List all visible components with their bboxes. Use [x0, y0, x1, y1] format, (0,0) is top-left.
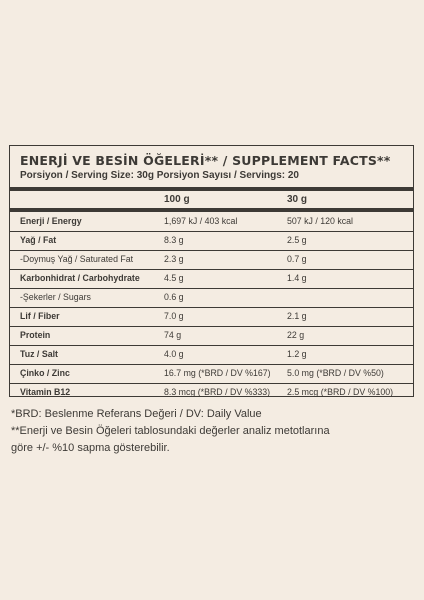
thick-divider-top: [10, 187, 413, 191]
value-per-100g: 1,697 kJ / 403 kcal: [164, 216, 238, 226]
value-per-100g: 8.3 g: [164, 235, 184, 245]
nutrient-row: Çinko / Zinc 16.7 mg (*BRD / DV %167) 5.0 …: [10, 364, 413, 384]
nutrient-row: Enerji / Energy 1,697 kJ / 403 kcal 507 kJ…: [10, 212, 413, 232]
nutrient-name: Tuz / Salt: [20, 349, 58, 359]
value-per-100g: 0.6 g: [164, 292, 184, 302]
footnote-tolerance-line2: göre +/- %10 sapma gösterebilir.: [11, 442, 170, 454]
footnote-brd: *BRD: Beslenme Referans Değeri / DV: Dai…: [11, 408, 262, 420]
column-header-100g: 100 g: [164, 194, 190, 205]
value-per-100g: 8.3 mcg (*BRD / DV %333): [164, 387, 271, 397]
column-header-30g: 30 g: [287, 194, 308, 205]
value-per-100g: 16.7 mg (*BRD / DV %167): [164, 368, 271, 378]
value-per-30g: 2.5 mcg (*BRD / DV %100): [287, 387, 394, 397]
nutrient-name: Enerji / Energy: [20, 216, 82, 226]
value-per-30g: 1.4 g: [287, 273, 307, 283]
nutrient-row: Yağ / Fat 8.3 g 2.5 g: [10, 231, 413, 251]
nutrient-row: Tuz / Salt 4.0 g 1.2 g: [10, 345, 413, 365]
value-per-30g: 22 g: [287, 330, 305, 340]
nutrient-name: Lif / Fiber: [20, 311, 60, 321]
nutrient-row: -Şekerler / Sugars 0.6 g: [10, 288, 413, 308]
value-per-30g: 2.5 g: [287, 235, 307, 245]
label-title: ENERJİ VE BESİN ÖĞELERİ** / SUPPLEMENT F…: [20, 153, 391, 168]
nutrient-name: Protein: [20, 330, 51, 340]
footnotes: *BRD: Beslenme Referans Değeri / DV: Dai…: [11, 406, 416, 457]
nutrient-row: Protein 74 g 22 g: [10, 326, 413, 346]
footnote-tolerance-line1: **Enerji ve Besin Öğeleri tablosundaki d…: [11, 425, 330, 437]
nutrient-name: Karbonhidrat / Carbohydrate: [20, 273, 140, 283]
nutrient-name: Çinko / Zinc: [20, 368, 70, 378]
thick-divider-header: [10, 208, 413, 212]
nutrient-row: -Doymuş Yağ / Saturated Fat 2.3 g 0.7 g: [10, 250, 413, 270]
supplement-facts-label: ENERJİ VE BESİN ÖĞELERİ** / SUPPLEMENT F…: [9, 145, 414, 397]
nutrient-row: Lif / Fiber 7.0 g 2.1 g: [10, 307, 413, 327]
value-per-100g: 4.5 g: [164, 273, 184, 283]
nutrient-row: Karbonhidrat / Carbohydrate 4.5 g 1.4 g: [10, 269, 413, 289]
value-per-30g: 1.2 g: [287, 349, 307, 359]
nutrient-name: -Doymuş Yağ / Saturated Fat: [20, 254, 134, 264]
value-per-30g: 0.7 g: [287, 254, 307, 264]
nutrient-name: -Şekerler / Sugars: [20, 292, 91, 302]
value-per-30g: 2.1 g: [287, 311, 307, 321]
nutrient-name: Vitamin B12: [20, 387, 71, 397]
value-per-100g: 7.0 g: [164, 311, 184, 321]
value-per-100g: 74 g: [164, 330, 182, 340]
value-per-30g: 5.0 mg (*BRD / DV %50): [287, 368, 384, 378]
serving-info: Porsiyon / Serving Size: 30g Porsiyon Sa…: [20, 170, 299, 181]
value-per-30g: 507 kJ / 120 kcal: [287, 216, 354, 226]
value-per-100g: 4.0 g: [164, 349, 184, 359]
nutrient-row: Vitamin B12 8.3 mcg (*BRD / DV %333) 2.5 m…: [10, 383, 413, 402]
value-per-100g: 2.3 g: [164, 254, 184, 264]
nutrient-name: Yağ / Fat: [20, 235, 57, 245]
